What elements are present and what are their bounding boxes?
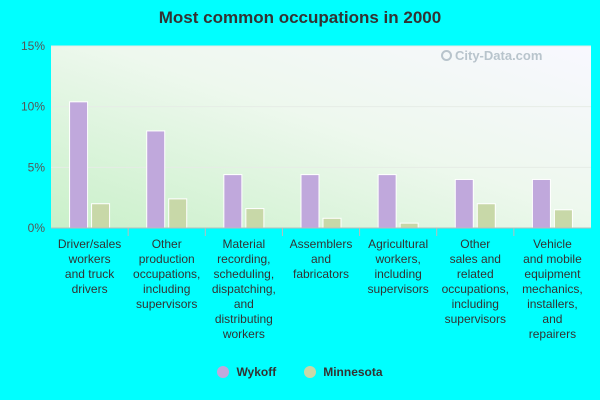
y-tick-label: 0% <box>28 221 46 235</box>
legend: Wykoff Minnesota <box>0 365 600 379</box>
bar-minnesota-3 <box>322 217 342 229</box>
y-tick-label: 15% <box>21 39 45 53</box>
legend-label-minnesota: Minnesota <box>323 365 383 379</box>
bar-wykoff-0 <box>69 101 89 229</box>
bar-wykoff-2 <box>223 174 243 229</box>
bar-minnesota-6 <box>553 209 573 229</box>
bar-wykoff-3 <box>300 174 320 229</box>
x-tick-label: Material recording, scheduling, dispatching… <box>212 237 276 341</box>
chart-title: Most common occupations in 2000 <box>158 8 442 27</box>
y-tick-label: 10% <box>21 100 45 114</box>
x-tick-label: Other production occupations, including supe… <box>133 237 200 311</box>
bar-minnesota-0 <box>91 203 111 229</box>
legend-label-wykoff: Wykoff <box>236 365 277 379</box>
x-tick-label: Vehicle and mobile equipment mechanics, inst… <box>522 237 583 341</box>
x-tick-label: Other sales and related occupations, includi… <box>442 237 509 326</box>
watermark: City-Data.com <box>441 48 542 63</box>
legend-item-wykoff: Wykoff <box>217 365 276 379</box>
bar-minnesota-5 <box>476 203 496 229</box>
bar-minnesota-2 <box>245 208 265 229</box>
x-tick-label: Assemblers and fabricators <box>290 237 353 281</box>
bar-minnesota-1 <box>168 198 188 229</box>
bar-minnesota-4 <box>399 222 419 229</box>
y-tick-label: 5% <box>28 160 46 174</box>
bar-wykoff-4 <box>377 174 397 229</box>
x-tick-label: Driver/sales workers and truck drivers <box>58 237 121 296</box>
x-tick-label: Agricultural workers, including supervisors <box>367 237 428 296</box>
bar-wykoff-1 <box>146 130 166 229</box>
legend-swatch-wykoff <box>217 366 230 378</box>
search-icon <box>441 50 452 61</box>
legend-swatch-minnesota <box>304 366 317 378</box>
legend-item-minnesota: Minnesota <box>304 365 383 379</box>
watermark-text: City-Data.com <box>455 48 543 63</box>
bar-wykoff-5 <box>454 178 474 229</box>
plot-area <box>51 46 591 228</box>
bar-wykoff-6 <box>531 178 551 229</box>
